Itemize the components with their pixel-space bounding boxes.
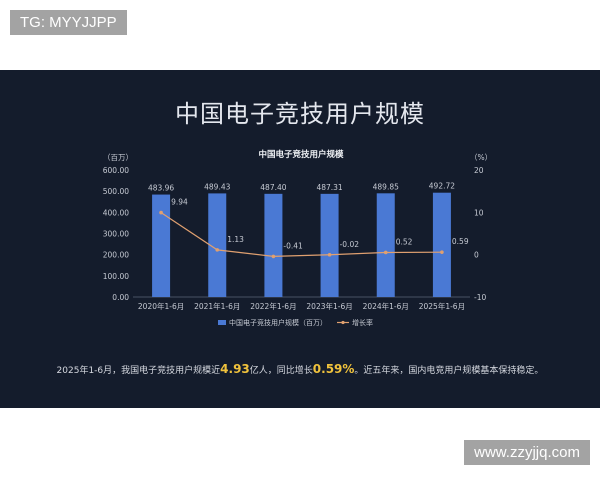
- legend-bar-swatch: [218, 320, 226, 325]
- growth-value-label: 9.94: [171, 198, 188, 207]
- growth-point: [271, 254, 276, 259]
- bar-value-label: 487.31: [316, 183, 342, 192]
- growth-value-label: -0.02: [340, 240, 360, 249]
- growth-value-label: 1.13: [227, 235, 244, 244]
- bar: [208, 193, 227, 297]
- bar: [432, 192, 451, 297]
- watermark: www.zzyjjq.com: [464, 440, 590, 465]
- growth-point: [327, 252, 332, 257]
- growth-line: [160, 212, 442, 258]
- left-tick-label: 100.00: [103, 272, 129, 281]
- left-tick-label: 500.00: [103, 187, 129, 196]
- bar-value-label: 489.85: [373, 182, 399, 191]
- x-tick-label: 2022年1-6月: [250, 301, 296, 311]
- left-axis-label: （百万）: [103, 153, 133, 162]
- left-tick-label: 300.00: [103, 230, 129, 239]
- right-tick-label: -10: [474, 293, 486, 302]
- left-tick-label: 400.00: [103, 208, 129, 217]
- x-tick-label: 2021年1-6月: [194, 301, 240, 311]
- top-tag: TG: MYYJJPP: [10, 10, 127, 35]
- left-tick-label: 600.00: [103, 166, 129, 175]
- right-tick-label: 0: [474, 251, 479, 260]
- chart-panel: 中国电子竞技用户规模 中国电子竞技用户规模 （百万） （%） 0.00 100.00 20…: [0, 70, 600, 408]
- growth-value-label: -0.41: [283, 241, 303, 250]
- right-axis-label: （%）: [470, 153, 492, 162]
- main-title: 中国电子竞技用户规模: [175, 100, 425, 128]
- x-tick-label: 2020年1-6月: [138, 301, 184, 311]
- bar: [320, 193, 339, 297]
- chart-title: 中国电子竞技用户规模: [258, 149, 344, 160]
- legend-line-label: 增长率: [352, 318, 373, 327]
- x-tick-label: 2023年1-6月: [306, 301, 352, 311]
- growth-point: [215, 248, 220, 252]
- growth-value-label: 0.59: [452, 237, 469, 246]
- summary-value-users: 4.93: [220, 362, 250, 376]
- growth-point: [383, 250, 388, 255]
- bar-value-label: 483.96: [148, 184, 174, 193]
- bar: [152, 194, 171, 297]
- growth-point: [440, 250, 444, 254]
- left-tick-label: 200.00: [103, 251, 129, 260]
- right-tick-label: 20: [474, 166, 484, 175]
- legend-line-marker: [341, 320, 345, 325]
- bar: [264, 193, 283, 297]
- right-tick-label: 10: [474, 208, 484, 217]
- x-tick-label: 2025年1-6月: [419, 301, 465, 311]
- bar: [376, 193, 395, 297]
- bar-value-label: 492.72: [429, 182, 455, 191]
- summary-value-growth: 0.59%: [312, 362, 355, 376]
- summary-part1: 2025年1-6月，我国电子竞技用户规模近: [56, 366, 221, 376]
- legend-bar-label: 中国电子竞技用户规模（百万）: [229, 318, 327, 327]
- bar-value-label: 489.43: [204, 182, 230, 191]
- x-tick-label: 2024年1-6月: [363, 301, 409, 311]
- summary-part3: 。近五年来，国内电竞用户规模基本保持稳定。: [354, 366, 544, 376]
- chart: 中国电子竞技用户规模（百万） （%）0.00100.00200.00300.004…: [103, 149, 492, 327]
- summary-text: 2025年1-6月，我国电子竞技用户规模近4.93亿人，同比增长0.59%。近五…: [0, 362, 600, 376]
- left-tick-label: 0.00: [112, 293, 129, 302]
- bar-value-label: 487.40: [260, 183, 286, 192]
- growth-point: [159, 210, 163, 215]
- growth-value-label: 0.52: [396, 237, 413, 246]
- summary-part2: 亿人，同比增长: [249, 366, 313, 376]
